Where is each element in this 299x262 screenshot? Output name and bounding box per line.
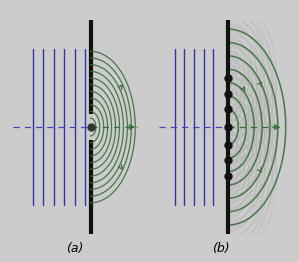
Text: (b): (b) [213,242,230,255]
Text: (a): (a) [66,242,83,255]
